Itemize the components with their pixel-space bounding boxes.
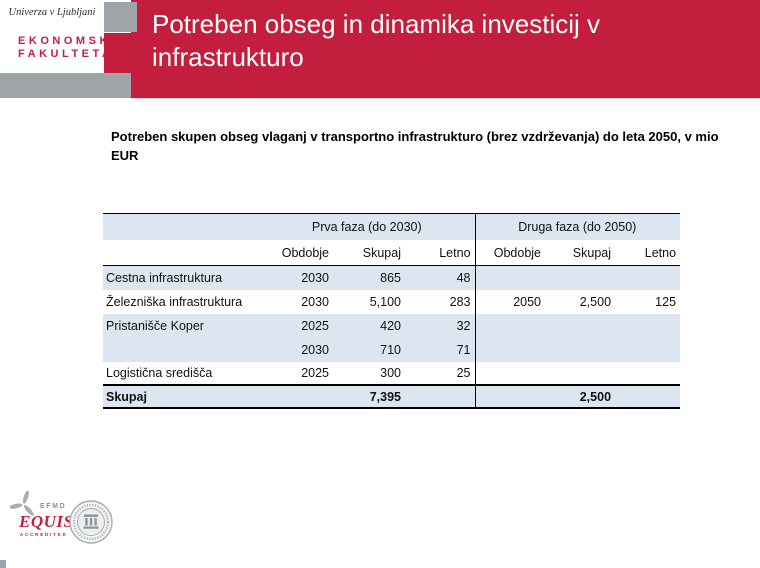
- cell: [545, 314, 616, 338]
- phase2-header: Druga faza (do 2050): [475, 213, 681, 240]
- cell: [475, 384, 546, 409]
- cell: 2030: [260, 290, 333, 314]
- faculty-name-line2: FAKULTETA: [18, 48, 114, 60]
- table-row: 2030 710 71: [103, 338, 681, 362]
- efmd-label: EFMD: [40, 503, 67, 510]
- corner-cell: [103, 213, 260, 240]
- column-header: Obdobje: [475, 240, 546, 266]
- cell: [475, 265, 546, 290]
- faculty-seal-icon: [69, 500, 113, 544]
- cell: 2030: [260, 265, 333, 290]
- efmd-equis-logo: EFMD EQUIS ACCREDITED: [10, 490, 74, 545]
- table-row: Železniška infrastruktura 2030 5,100 283…: [103, 290, 681, 314]
- total-label: Skupaj: [103, 384, 260, 409]
- cell: 25: [405, 362, 476, 385]
- column-header: Skupaj: [333, 240, 405, 266]
- accredited-label: ACCREDITED: [20, 532, 68, 537]
- cell: 2030: [260, 338, 333, 362]
- cell: [615, 265, 681, 290]
- university-logo: Univerza v Ljubljani: [0, 0, 104, 26]
- cell: 2,500: [545, 384, 616, 409]
- row-label: Železniška infrastruktura: [103, 290, 260, 314]
- cell: 2050: [475, 290, 546, 314]
- faculty-name-line1: EKONOMSKA: [18, 35, 123, 47]
- cell: 2025: [260, 362, 333, 385]
- table-row: Logistična središča 2025 300 25: [103, 362, 681, 385]
- cell: 48: [405, 265, 476, 290]
- cell: 710: [333, 338, 405, 362]
- gray-decoration-square: [104, 2, 137, 32]
- column-header-row: Obdobje Skupaj Letno Obdobje Skupaj Letn…: [103, 240, 681, 266]
- title-band: Potreben obseg in dinamika investicij v …: [131, 0, 760, 98]
- cell: [405, 384, 476, 409]
- cell: [545, 338, 616, 362]
- table-row: Cestna infrastruktura 2030 865 48: [103, 265, 681, 290]
- cell: 865: [333, 265, 405, 290]
- page-title: Potreben obseg in dinamika investicij v …: [152, 9, 601, 72]
- cell: [260, 384, 333, 409]
- row-label: Cestna infrastruktura: [103, 265, 260, 290]
- row-label: Pristanišče Koper: [103, 314, 260, 338]
- column-header: Obdobje: [260, 240, 333, 266]
- cell: [615, 314, 681, 338]
- column-header: Letno: [405, 240, 476, 266]
- slide-subtitle: Potreben skupen obseg vlaganj v transpor…: [111, 129, 719, 163]
- cell: 71: [405, 338, 476, 362]
- cell: [545, 362, 616, 385]
- cell: 300: [333, 362, 405, 385]
- total-row: Skupaj 7,395 2,500: [103, 384, 681, 409]
- cell: [475, 362, 546, 385]
- cell: [475, 314, 546, 338]
- cell: 5,100: [333, 290, 405, 314]
- cell: [615, 338, 681, 362]
- row-label: [103, 338, 260, 362]
- cell: [545, 265, 616, 290]
- cell: 420: [333, 314, 405, 338]
- investment-table: Prva faza (do 2030) Druga faza (do 2050)…: [103, 213, 681, 409]
- cell: 32: [405, 314, 476, 338]
- corner-cell: [103, 240, 260, 266]
- faculty-logo: EKONOMSKA FAKULTETA: [0, 25, 123, 73]
- equis-label: EQUIS: [19, 512, 74, 531]
- gray-decoration-strip: [0, 73, 131, 98]
- column-header: Skupaj: [545, 240, 616, 266]
- red-decoration-square: [104, 33, 131, 73]
- propeller-icon: [10, 491, 34, 516]
- cell: 283: [405, 290, 476, 314]
- cell: [615, 362, 681, 385]
- phase1-header: Prva faza (do 2030): [260, 213, 476, 240]
- cell: [475, 338, 546, 362]
- row-label: Logistična središča: [103, 362, 260, 385]
- bottom-left-chip: [0, 560, 6, 568]
- cell: 125: [615, 290, 681, 314]
- university-name: Univerza v Ljubljani: [8, 7, 96, 18]
- column-header: Letno: [615, 240, 681, 266]
- cell: 7,395: [333, 384, 405, 409]
- cell: [615, 384, 681, 409]
- cell: 2025: [260, 314, 333, 338]
- cell: 2,500: [545, 290, 616, 314]
- phase-header-row: Prva faza (do 2030) Druga faza (do 2050): [103, 213, 681, 240]
- table-row: Pristanišče Koper 2025 420 32: [103, 314, 681, 338]
